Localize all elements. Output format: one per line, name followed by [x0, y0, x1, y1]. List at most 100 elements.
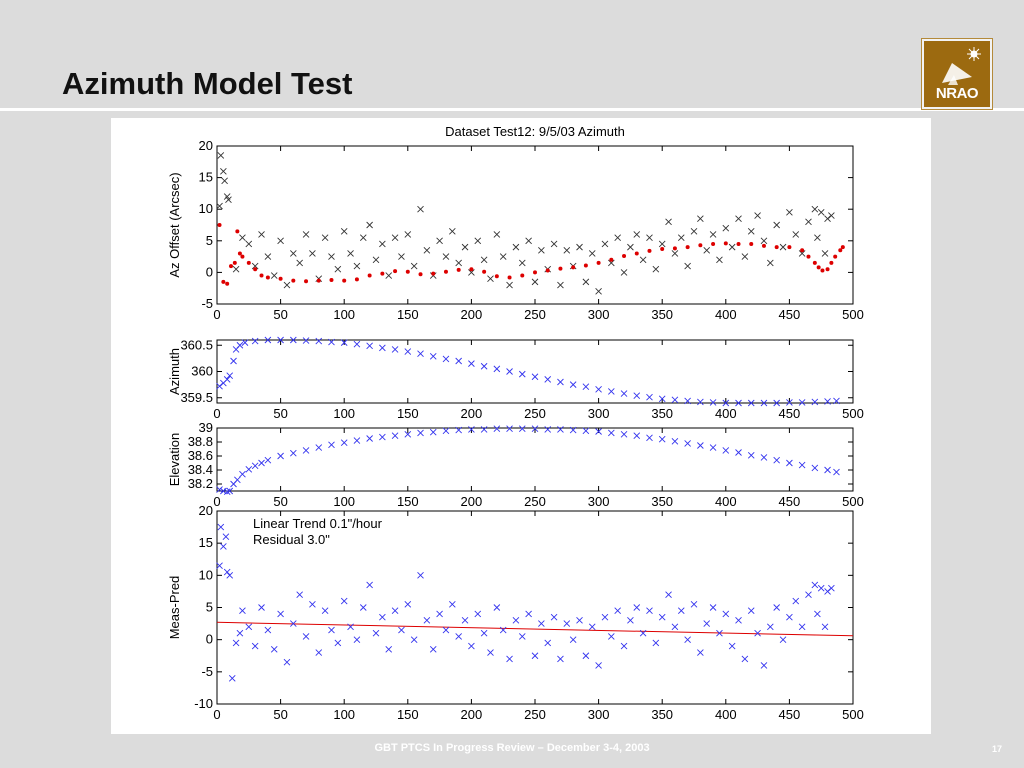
- offset-series-0-point: [665, 218, 672, 226]
- offset-series-1-point: [235, 229, 240, 234]
- residual-series-0-point: [468, 642, 475, 650]
- azimuth-series-0-point: [264, 336, 272, 344]
- residual-series-0-point: [538, 620, 545, 627]
- offset-series-1-point: [833, 254, 838, 259]
- residual-ylabel: Meas-Pred: [167, 576, 182, 640]
- residual-series-0-point: [633, 604, 641, 611]
- azimuth-series-0-point: [824, 398, 831, 405]
- residual-ytick-label: 15: [199, 535, 213, 550]
- elevation-series-0-point: [684, 440, 691, 447]
- azimuth-series-0-point: [608, 388, 615, 395]
- offset-series-0-point: [487, 275, 494, 283]
- offset-series-0-point: [735, 215, 742, 222]
- residual-xtick-label: 0: [213, 707, 220, 722]
- azimuth-series-0-point: [241, 339, 249, 346]
- elevation-series-0-point: [404, 430, 412, 438]
- residual-series-0-point: [334, 639, 342, 647]
- offset-series-0-point: [798, 250, 806, 257]
- offset-series-0-point: [353, 262, 361, 270]
- offset-series-1-point: [278, 276, 283, 281]
- residual-series-0-point: [239, 607, 246, 615]
- azimuth-xtick-label: 200: [461, 406, 483, 421]
- residual-series-0-point: [557, 655, 564, 663]
- residual-ytick-label: 5: [206, 600, 213, 615]
- offset-series-1-point: [393, 269, 398, 274]
- azimuth-xtick-label: 0: [213, 406, 220, 421]
- offset-series-1-point: [418, 272, 423, 277]
- azimuth-series-0-point: [315, 337, 323, 345]
- residual-series-0-point: [582, 652, 590, 660]
- residual-series-0-point: [258, 604, 265, 611]
- residual-series-0-point: [773, 604, 780, 611]
- offset-series-1-point: [354, 277, 359, 282]
- offset-series-0-point: [290, 250, 297, 257]
- residual-series-0-point: [429, 645, 437, 653]
- residual-axes-box: [216, 510, 854, 705]
- azimuth-series-0-point: [544, 376, 552, 383]
- offset-series-0-point: [449, 228, 456, 235]
- offset-series-1-point: [253, 267, 258, 272]
- azimuth-series-0-point: [671, 396, 679, 404]
- azimuth-series-0-point: [709, 399, 717, 406]
- residual-series-0-point: [461, 617, 469, 624]
- offset-series-0-point: [379, 240, 386, 248]
- residual-series-0-point: [232, 639, 240, 647]
- elevation-series-0-point: [366, 435, 373, 442]
- elevation-series-0-point: [251, 462, 259, 470]
- offset-series-0-point: [646, 234, 653, 241]
- azimuth-series-0-point: [747, 399, 755, 407]
- elevation-series-0-point: [773, 456, 780, 464]
- residual-series-0-point: [474, 610, 482, 618]
- offset-series-0-point: [468, 269, 475, 276]
- azimuth-series-0-point: [223, 376, 231, 383]
- azimuth-series-0-point: [811, 398, 819, 406]
- offset-plot: [216, 145, 854, 305]
- offset-series-1-point: [217, 223, 222, 227]
- residual-series-0-point: [436, 610, 443, 618]
- residual-series-0-point: [828, 584, 835, 592]
- offset-series-0-point: [633, 231, 641, 238]
- residual-series-0-point: [544, 639, 552, 647]
- offset-title: Dataset Test12: 9/5/03 Azimuth: [445, 124, 625, 139]
- offset-axes-box: [216, 145, 854, 305]
- offset-ytick-label: 5: [206, 233, 213, 248]
- offset-series-0-point: [328, 253, 335, 260]
- azimuth-xtick-label: 400: [715, 406, 737, 421]
- elevation-series-0-point: [493, 425, 501, 433]
- azimuth-series-0-point: [633, 392, 641, 399]
- azimuth-series-0-point: [760, 399, 768, 407]
- offset-xtick-label: 0: [213, 307, 220, 322]
- elevation-series-0-point: [290, 449, 297, 457]
- residual-series-0-point: [588, 623, 596, 631]
- residual-series-0-point: [347, 623, 354, 631]
- residual-series-0-point: [671, 623, 679, 631]
- elevation-series-0-point: [226, 487, 234, 495]
- residual-ytick-label: 20: [199, 503, 213, 518]
- azimuth-series-0-point: [798, 399, 806, 406]
- residual-series-0-point: [779, 636, 787, 643]
- offset-series-0-point: [614, 234, 621, 241]
- elevation-xtick-label: 50: [273, 494, 287, 509]
- offset-series-0-point: [410, 262, 418, 270]
- offset-ytick-label: 20: [199, 138, 213, 153]
- elevation-series-0-point: [798, 461, 806, 469]
- residual-ytick-label: 10: [199, 567, 213, 582]
- azimuth-series-0-point: [595, 386, 602, 393]
- residual-series-0-point: [366, 581, 373, 589]
- offset-series-1-point: [291, 278, 296, 283]
- offset-series-0-point: [576, 243, 583, 251]
- offset-series-0-point: [225, 196, 232, 204]
- azimuth-series-0-point: [216, 382, 223, 390]
- azimuth-series-0-point: [404, 348, 412, 355]
- residual-series-0-point: [222, 533, 230, 541]
- offset-series-0-point: [518, 259, 526, 267]
- offset-series-0-point: [216, 202, 223, 210]
- elevation-series-0-point: [245, 465, 253, 473]
- elevation-series-0-point: [582, 427, 590, 435]
- elevation-xtick-label: 150: [397, 494, 419, 509]
- elevation-xtick-label: 200: [461, 494, 483, 509]
- azimuth-xtick-label: 450: [779, 406, 801, 421]
- offset-series-0-point: [506, 281, 513, 289]
- residual-series-0-point: [410, 636, 418, 643]
- offset-series-0-point: [359, 234, 367, 241]
